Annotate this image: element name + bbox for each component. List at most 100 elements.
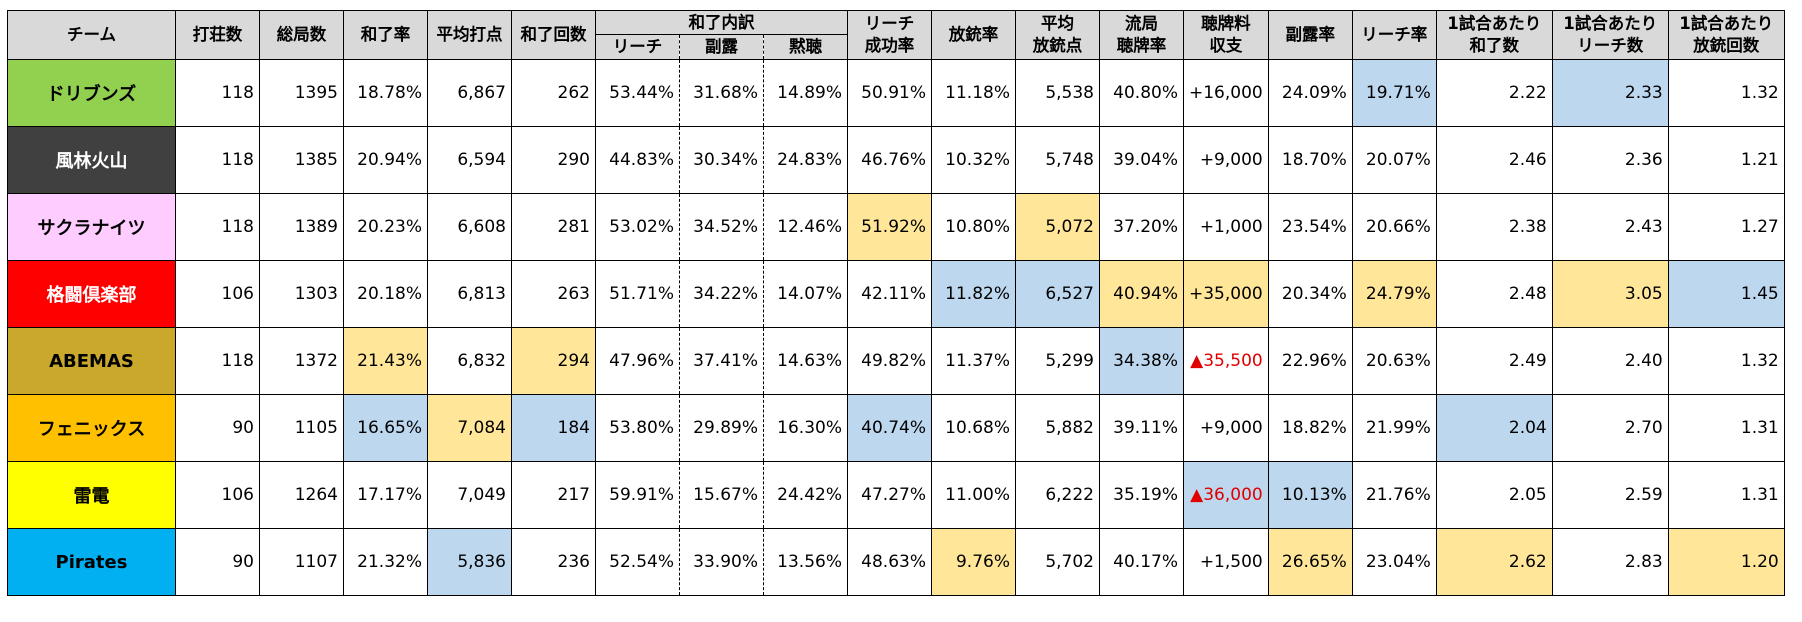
cell-deal-ins-per-game: 1.20 xyxy=(1667,528,1785,596)
cell-riichi-share: 53.80% xyxy=(595,394,680,462)
header-open: 副露 xyxy=(679,34,764,60)
cell-total-rounds: 1385 xyxy=(259,126,344,194)
header-riichi: リーチ xyxy=(595,34,680,60)
team-name: サクラナイツ xyxy=(7,193,176,261)
cell-riichi-success: 49.82% xyxy=(847,327,932,395)
cell-noten-balance: +1,500 xyxy=(1183,528,1269,596)
cell-ryukyoku-tenpai: 37.20% xyxy=(1099,193,1184,261)
cell-open-share: 15.67% xyxy=(679,461,764,529)
cell-wins-per-game: 2.46 xyxy=(1435,126,1553,194)
cell-avg-win-points: 5,836 xyxy=(427,528,512,596)
cell-noten-balance: +9,000 xyxy=(1183,126,1269,194)
cell-riichi-success: 46.76% xyxy=(847,126,932,194)
cell-dama-share: 14.07% xyxy=(763,260,848,328)
header-open-rate: 副露率 xyxy=(1267,10,1353,60)
cell-deal-ins-per-game: 1.21 xyxy=(1667,126,1785,194)
cell-ryukyoku-tenpai: 40.80% xyxy=(1099,59,1184,127)
cell-win-rate: 20.94% xyxy=(343,126,428,194)
cell-win-rate: 21.32% xyxy=(343,528,428,596)
cell-wins-per-game: 2.62 xyxy=(1435,528,1553,596)
cell-riichi-share: 44.83% xyxy=(595,126,680,194)
table-row: ドリブンズ 118 1395 18.78% 6,867 262 53.44% 31.68% 14… xyxy=(7,59,1785,127)
cell-hanchan: 118 xyxy=(175,126,260,194)
table-row: 格闘倶楽部 106 1303 20.18% 6,813 263 51.71% 34.22% 14… xyxy=(7,260,1785,328)
cell-deal-ins-per-game: 1.45 xyxy=(1667,260,1785,328)
cell-open-rate: 18.70% xyxy=(1267,126,1353,194)
cell-noten-balance: ▲36,000 xyxy=(1183,461,1269,529)
header-dama: 黙聴 xyxy=(763,34,848,60)
cell-dama-share: 24.83% xyxy=(763,126,848,194)
cell-riichi-share: 53.44% xyxy=(595,59,680,127)
cell-ryukyoku-tenpai: 39.04% xyxy=(1099,126,1184,194)
header-win-count: 和了回数 xyxy=(511,10,596,60)
cell-riichi-success: 51.92% xyxy=(847,193,932,261)
cell-open-rate: 23.54% xyxy=(1267,193,1353,261)
cell-avg-win-points: 6,867 xyxy=(427,59,512,127)
cell-deal-ins-per-game: 1.31 xyxy=(1667,394,1785,462)
cell-ryukyoku-tenpai: 40.17% xyxy=(1099,528,1184,596)
cell-ryukyoku-tenpai: 34.38% xyxy=(1099,327,1184,395)
cell-riichi-per-game: 2.43 xyxy=(1551,193,1669,261)
cell-hanchan: 118 xyxy=(175,59,260,127)
cell-noten-balance: +16,000 xyxy=(1183,59,1269,127)
cell-hanchan: 118 xyxy=(175,327,260,395)
cell-avg-win-points: 7,084 xyxy=(427,394,512,462)
header-deal-ins-per-game: 1試合あたり 放銃回数 xyxy=(1667,10,1785,60)
cell-wins-per-game: 2.04 xyxy=(1435,394,1553,462)
cell-avg-deal-in: 5,882 xyxy=(1015,394,1100,462)
cell-win-rate: 21.43% xyxy=(343,327,428,395)
cell-avg-win-points: 6,594 xyxy=(427,126,512,194)
header-ryukyoku-tenpai: 流局 聴牌率 xyxy=(1099,10,1184,60)
team-name: 風林火山 xyxy=(7,126,176,194)
cell-open-share: 33.90% xyxy=(679,528,764,596)
team-stats-table: チーム 打荘数 総局数 和了率 平均打点 和了回数 和了内訳 リーチ 成功率 放… xyxy=(7,10,1785,596)
cell-dama-share: 16.30% xyxy=(763,394,848,462)
cell-open-share: 34.22% xyxy=(679,260,764,328)
cell-open-rate: 26.65% xyxy=(1267,528,1353,596)
cell-avg-deal-in: 6,527 xyxy=(1015,260,1100,328)
cell-wins-per-game: 2.48 xyxy=(1435,260,1553,328)
team-name: Pirates xyxy=(7,528,176,596)
cell-riichi-rate: 21.99% xyxy=(1351,394,1437,462)
cell-hanchan: 106 xyxy=(175,260,260,328)
cell-riichi-rate: 20.66% xyxy=(1351,193,1437,261)
cell-riichi-per-game: 2.83 xyxy=(1551,528,1669,596)
header-riichi-per-game: 1試合あたり リーチ数 xyxy=(1551,10,1669,60)
table-row: フェニックス 90 1105 16.65% 7,084 184 53.80% 29.89% 16… xyxy=(7,394,1785,462)
cell-hanchan: 118 xyxy=(175,193,260,261)
cell-riichi-per-game: 2.33 xyxy=(1551,59,1669,127)
header-team: チーム xyxy=(7,10,176,60)
cell-win-count: 262 xyxy=(511,59,596,127)
cell-total-rounds: 1372 xyxy=(259,327,344,395)
cell-riichi-share: 53.02% xyxy=(595,193,680,261)
team-name: 雷電 xyxy=(7,461,176,529)
cell-wins-per-game: 2.38 xyxy=(1435,193,1553,261)
cell-deal-in-rate: 10.80% xyxy=(931,193,1016,261)
table-row: 雷電 106 1264 17.17% 7,049 217 59.91% 15.67% 24.42… xyxy=(7,461,1785,529)
cell-deal-in-rate: 10.32% xyxy=(931,126,1016,194)
team-name: ABEMAS xyxy=(7,327,176,395)
cell-avg-deal-in: 5,072 xyxy=(1015,193,1100,261)
header-hanchan: 打荘数 xyxy=(175,10,260,60)
cell-open-share: 30.34% xyxy=(679,126,764,194)
cell-deal-in-rate: 11.82% xyxy=(931,260,1016,328)
cell-avg-win-points: 6,832 xyxy=(427,327,512,395)
header-win-rate: 和了率 xyxy=(343,10,428,60)
header-riichi-success: リーチ 成功率 xyxy=(847,10,932,60)
cell-riichi-success: 40.74% xyxy=(847,394,932,462)
table-row: サクラナイツ 118 1389 20.23% 6,608 281 53.02% 34.52% 1… xyxy=(7,193,1785,261)
cell-win-count: 281 xyxy=(511,193,596,261)
cell-dama-share: 14.63% xyxy=(763,327,848,395)
cell-dama-share: 24.42% xyxy=(763,461,848,529)
cell-hanchan: 90 xyxy=(175,528,260,596)
cell-riichi-rate: 20.63% xyxy=(1351,327,1437,395)
cell-deal-ins-per-game: 1.32 xyxy=(1667,327,1785,395)
cell-win-rate: 20.23% xyxy=(343,193,428,261)
cell-riichi-rate: 24.79% xyxy=(1351,260,1437,328)
cell-win-count: 294 xyxy=(511,327,596,395)
header-deal-in-rate: 放銃率 xyxy=(931,10,1016,60)
cell-avg-win-points: 6,608 xyxy=(427,193,512,261)
cell-riichi-per-game: 2.59 xyxy=(1551,461,1669,529)
cell-open-share: 37.41% xyxy=(679,327,764,395)
cell-total-rounds: 1264 xyxy=(259,461,344,529)
